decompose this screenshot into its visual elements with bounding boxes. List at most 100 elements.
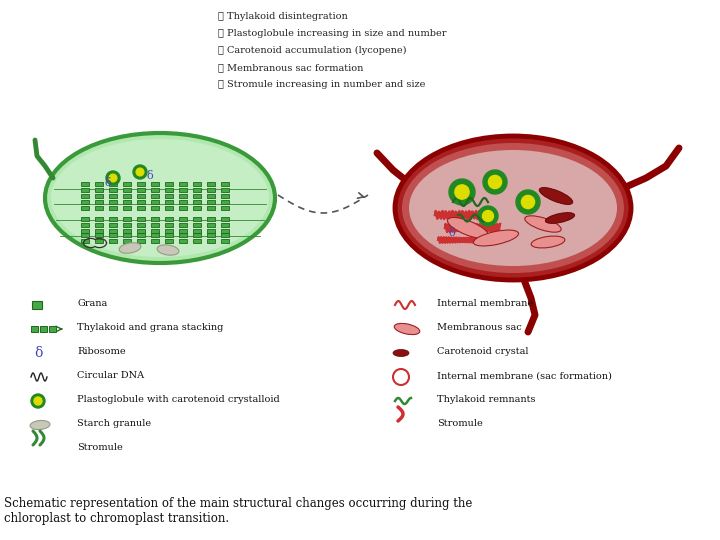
Bar xyxy=(109,200,117,204)
Bar xyxy=(137,223,145,227)
Circle shape xyxy=(34,397,42,405)
Bar xyxy=(109,194,117,198)
Bar xyxy=(95,223,103,227)
Text: ✓ Plastoglobule increasing in size and number: ✓ Plastoglobule increasing in size and n… xyxy=(218,29,446,38)
Bar xyxy=(165,239,173,243)
Ellipse shape xyxy=(539,187,573,205)
Bar xyxy=(81,188,89,192)
Bar xyxy=(137,217,145,221)
Bar xyxy=(81,233,89,237)
Bar xyxy=(137,229,145,233)
Bar xyxy=(165,223,173,227)
Text: Grana: Grana xyxy=(77,300,107,308)
Text: ✓ Stromule increasing in number and size: ✓ Stromule increasing in number and size xyxy=(218,80,426,89)
Ellipse shape xyxy=(447,218,489,239)
Circle shape xyxy=(482,211,493,221)
Bar xyxy=(95,182,103,186)
Bar xyxy=(137,233,145,237)
Ellipse shape xyxy=(157,245,179,255)
Bar xyxy=(137,188,145,192)
Bar xyxy=(179,229,187,233)
Bar xyxy=(95,188,103,192)
Bar xyxy=(193,229,201,233)
Ellipse shape xyxy=(531,236,565,248)
Bar xyxy=(207,182,215,186)
Text: δ: δ xyxy=(449,228,455,238)
Bar xyxy=(137,239,145,243)
Text: Stromule: Stromule xyxy=(77,443,122,453)
Bar xyxy=(109,188,117,192)
Bar xyxy=(221,239,229,243)
Bar xyxy=(123,223,131,227)
Text: ✓ Membranous sac formation: ✓ Membranous sac formation xyxy=(218,63,364,72)
Bar xyxy=(81,182,89,186)
Bar xyxy=(123,188,131,192)
Bar xyxy=(151,206,159,210)
Ellipse shape xyxy=(545,213,575,224)
Ellipse shape xyxy=(395,323,420,335)
Text: Internal membrane (sac formation): Internal membrane (sac formation) xyxy=(437,372,612,381)
Text: δ: δ xyxy=(104,178,112,188)
Bar xyxy=(165,194,173,198)
Bar xyxy=(207,200,215,204)
Bar xyxy=(207,217,215,221)
Bar xyxy=(123,239,131,243)
Bar xyxy=(123,194,131,198)
Bar xyxy=(151,188,159,192)
Ellipse shape xyxy=(409,150,617,266)
Text: Carotenoid crystal: Carotenoid crystal xyxy=(437,348,528,356)
Bar xyxy=(221,206,229,210)
Bar xyxy=(123,206,131,210)
Bar xyxy=(151,182,159,186)
Circle shape xyxy=(136,168,144,176)
Bar xyxy=(221,229,229,233)
Circle shape xyxy=(516,190,540,214)
Ellipse shape xyxy=(51,139,269,257)
Bar xyxy=(95,200,103,204)
Ellipse shape xyxy=(45,133,275,263)
Bar xyxy=(221,233,229,237)
Bar xyxy=(179,200,187,204)
Bar xyxy=(32,301,42,309)
Bar xyxy=(123,229,131,233)
Bar xyxy=(151,217,159,221)
Bar xyxy=(207,188,215,192)
Bar xyxy=(81,194,89,198)
Ellipse shape xyxy=(402,143,624,273)
Bar xyxy=(109,229,117,233)
Ellipse shape xyxy=(393,349,409,356)
Bar xyxy=(151,194,159,198)
Bar xyxy=(95,229,103,233)
Bar xyxy=(137,200,145,204)
Bar xyxy=(109,217,117,221)
Bar xyxy=(221,194,229,198)
Bar xyxy=(95,206,103,210)
Text: Stromule: Stromule xyxy=(437,420,482,429)
Circle shape xyxy=(483,170,507,194)
Bar xyxy=(151,233,159,237)
Text: Plastoglobule with carotenoid crystalloid: Plastoglobule with carotenoid crystalloi… xyxy=(77,395,280,404)
Bar xyxy=(193,233,201,237)
Ellipse shape xyxy=(119,242,141,253)
Bar xyxy=(193,206,201,210)
Bar xyxy=(95,233,103,237)
Bar xyxy=(221,217,229,221)
Bar xyxy=(207,233,215,237)
Bar xyxy=(165,188,173,192)
Bar xyxy=(179,206,187,210)
Bar xyxy=(95,217,103,221)
Bar xyxy=(81,200,89,204)
Bar xyxy=(137,206,145,210)
Bar xyxy=(165,233,173,237)
Bar xyxy=(207,194,215,198)
Ellipse shape xyxy=(525,216,561,232)
Bar xyxy=(123,182,131,186)
Bar xyxy=(193,223,201,227)
Bar xyxy=(221,200,229,204)
Bar xyxy=(109,182,117,186)
Bar xyxy=(31,326,38,332)
Bar xyxy=(109,223,117,227)
Text: ✓ Thylakoid disintegration: ✓ Thylakoid disintegration xyxy=(218,12,348,21)
Ellipse shape xyxy=(474,230,518,246)
Text: ✓ Carotenoid accumulation (lycopene): ✓ Carotenoid accumulation (lycopene) xyxy=(218,46,407,55)
